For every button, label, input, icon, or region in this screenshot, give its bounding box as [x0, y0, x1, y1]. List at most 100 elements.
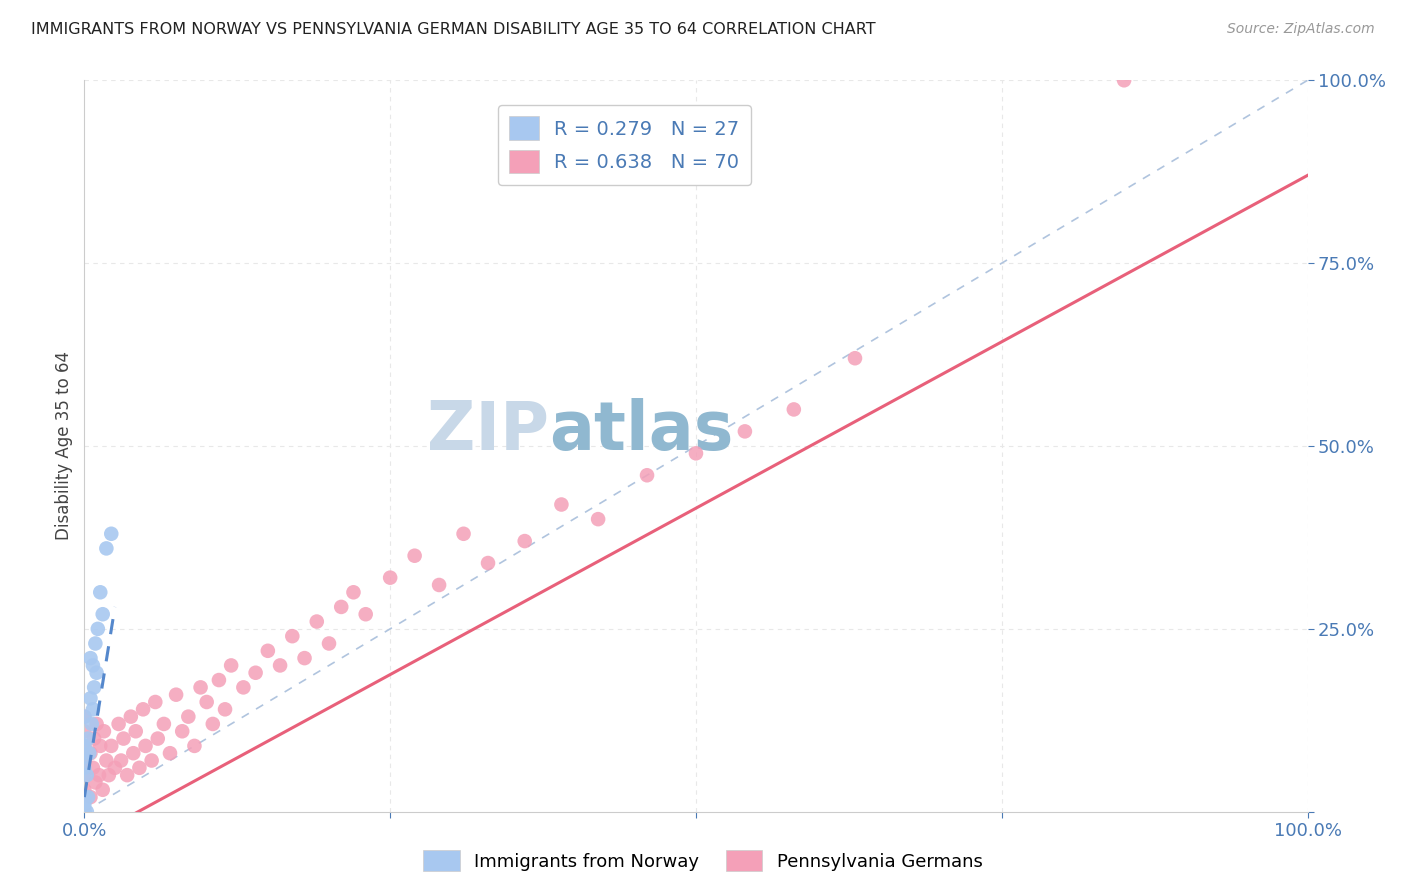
- Point: [80, 717, 103, 731]
- Point: [195, 695, 218, 709]
- Point: [104, 761, 127, 775]
- Point: [76, 768, 98, 782]
- Point: [404, 549, 426, 563]
- Point: [330, 599, 353, 614]
- Point: [734, 425, 756, 439]
- Point: [318, 636, 340, 650]
- Point: [73, 739, 96, 753]
- Point: [96, 754, 118, 768]
- Point: [305, 615, 328, 629]
- Point: [82, 658, 104, 673]
- Point: [135, 739, 157, 753]
- Point: [427, 578, 450, 592]
- Point: [513, 534, 536, 549]
- Point: [380, 571, 402, 585]
- Point: [245, 665, 267, 680]
- Point: [219, 658, 242, 673]
- Point: [783, 402, 806, 417]
- Point: [141, 754, 163, 768]
- Point: [177, 709, 200, 723]
- Point: [73, 754, 96, 768]
- Point: [73, 790, 96, 805]
- Y-axis label: Disability Age 35 to 64: Disability Age 35 to 64: [55, 351, 73, 541]
- Point: [110, 754, 132, 768]
- Point: [453, 526, 475, 541]
- Point: [586, 512, 609, 526]
- Point: [87, 622, 110, 636]
- Point: [79, 651, 101, 665]
- Point: [190, 681, 212, 695]
- Point: [685, 446, 707, 460]
- Point: [77, 731, 100, 746]
- Point: [73, 709, 96, 723]
- Point: [208, 673, 231, 687]
- Point: [84, 775, 107, 789]
- Point: [79, 746, 101, 760]
- Point: [73, 761, 96, 775]
- Point: [128, 761, 150, 775]
- Point: [201, 717, 224, 731]
- Point: [100, 739, 122, 753]
- Point: [477, 556, 499, 570]
- Point: [165, 688, 187, 702]
- Point: [91, 607, 114, 622]
- Point: [83, 681, 105, 695]
- Point: [122, 746, 145, 760]
- Point: [73, 709, 96, 723]
- Point: [83, 731, 105, 746]
- Point: [87, 768, 110, 782]
- Point: [354, 607, 377, 622]
- Point: [294, 651, 316, 665]
- Point: [172, 724, 194, 739]
- Point: [143, 695, 166, 709]
- Point: [550, 498, 572, 512]
- Point: [132, 702, 155, 716]
- Point: [73, 805, 96, 819]
- Point: [636, 468, 658, 483]
- Point: [214, 702, 236, 716]
- Point: [73, 749, 96, 764]
- Point: [79, 691, 101, 706]
- Point: [76, 805, 98, 819]
- Point: [79, 790, 101, 805]
- Point: [232, 681, 254, 695]
- Point: [146, 731, 169, 746]
- Point: [82, 761, 104, 775]
- Text: Source: ZipAtlas.com: Source: ZipAtlas.com: [1227, 22, 1375, 37]
- Point: [107, 717, 129, 731]
- Point: [84, 636, 107, 650]
- Point: [125, 724, 148, 739]
- Point: [73, 794, 96, 808]
- Point: [89, 739, 111, 753]
- Point: [112, 731, 135, 746]
- Point: [844, 351, 866, 366]
- Point: [257, 644, 280, 658]
- Point: [269, 658, 291, 673]
- Point: [73, 797, 96, 812]
- Point: [77, 790, 100, 805]
- Text: ZIP: ZIP: [427, 399, 550, 465]
- Point: [73, 768, 96, 782]
- Point: [73, 805, 96, 819]
- Point: [100, 526, 122, 541]
- Point: [86, 717, 108, 731]
- Point: [86, 665, 108, 680]
- Point: [153, 717, 176, 731]
- Point: [96, 541, 118, 556]
- Point: [73, 724, 96, 739]
- Point: [183, 739, 205, 753]
- Point: [159, 746, 181, 760]
- Point: [342, 585, 364, 599]
- Point: [120, 709, 142, 723]
- Point: [73, 782, 96, 797]
- Point: [91, 782, 114, 797]
- Point: [115, 768, 138, 782]
- Point: [1114, 73, 1136, 87]
- Legend: Immigrants from Norway, Pennsylvania Germans: Immigrants from Norway, Pennsylvania Ger…: [416, 843, 990, 879]
- Point: [281, 629, 304, 643]
- Text: IMMIGRANTS FROM NORWAY VS PENNSYLVANIA GERMAN DISABILITY AGE 35 TO 64 CORRELATIO: IMMIGRANTS FROM NORWAY VS PENNSYLVANIA G…: [31, 22, 876, 37]
- Point: [77, 746, 100, 760]
- Point: [97, 768, 120, 782]
- Point: [93, 724, 115, 739]
- Text: atlas: atlas: [550, 399, 734, 465]
